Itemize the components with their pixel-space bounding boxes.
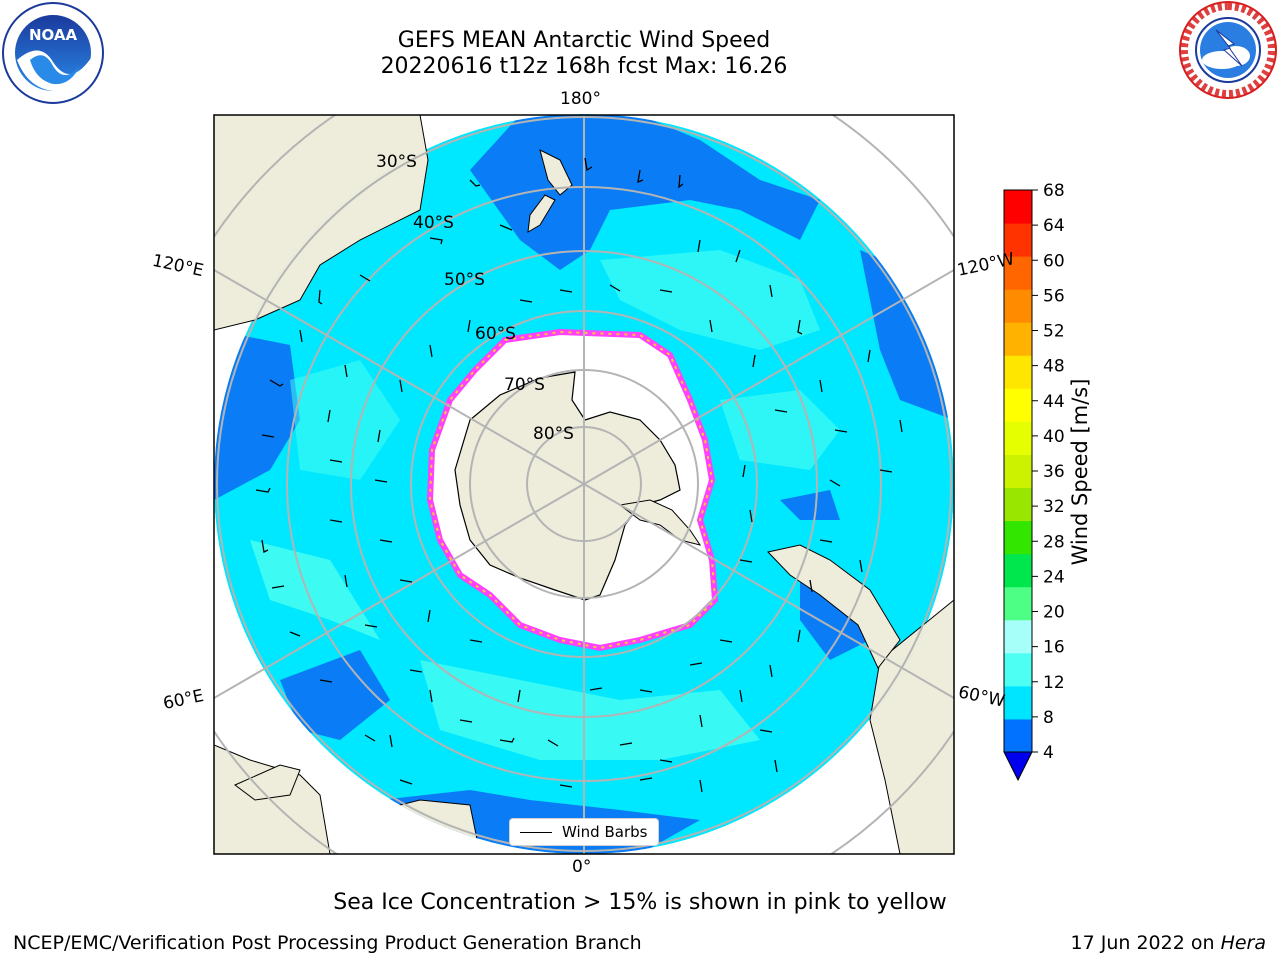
colorbar-tick-label: 4: [1043, 743, 1054, 763]
lon-label-0: 0°: [572, 857, 592, 877]
colorbar-segment: [1004, 256, 1032, 290]
colorbar-title: Wind Speed [m/s]: [1068, 378, 1092, 566]
svg-text:NOAA: NOAA: [29, 26, 78, 44]
legend-label: Wind Barbs: [562, 823, 648, 841]
colorbar-tick-label: 48: [1043, 357, 1065, 377]
colorbar-tick-label: 52: [1043, 322, 1065, 342]
lat-label-40s: 40°S: [413, 213, 454, 233]
footer-machine: Hera: [1220, 932, 1266, 954]
colorbar-tick-label: 36: [1043, 462, 1065, 482]
lat-label-60s: 60°S: [475, 324, 516, 344]
colorbar-tick-label: 40: [1043, 427, 1065, 447]
colorbar-segment: [1004, 223, 1032, 257]
lon-label-180: 180°: [560, 89, 601, 109]
colorbar-segment: [1004, 487, 1032, 522]
footer-date-text: 17 Jun 2022 on: [1070, 932, 1221, 954]
legend-line-icon: [520, 832, 552, 833]
colorbar-segment: [1004, 454, 1032, 489]
colorbar-tick-label: 68: [1043, 181, 1065, 201]
colorbar-segment: [1004, 586, 1032, 621]
colorbar-segment: [1004, 421, 1032, 455]
colorbar-segment: [1004, 322, 1032, 356]
colorbar-tick-label: 24: [1043, 567, 1065, 587]
colorbar-tick-label: 32: [1043, 497, 1065, 517]
map-legend: Wind Barbs: [509, 818, 659, 846]
colorbar-segment: [1004, 520, 1032, 555]
noaa-logo-icon: NOAA: [2, 2, 104, 104]
colorbar-tick-label: 20: [1043, 603, 1065, 623]
lat-label-30s: 30°S: [376, 152, 417, 172]
colorbar-segment: [1004, 190, 1032, 224]
chart-subtitle: 20220616 t12z 168h fcst Max: 16.26: [380, 54, 788, 79]
lat-label-70s: 70°S: [504, 375, 545, 395]
lat-label-50s: 50°S: [444, 270, 485, 290]
colorbar-tick-label: 8: [1043, 708, 1054, 728]
colorbar-tick-label: 12: [1043, 673, 1065, 693]
colorbar-segment: [1004, 355, 1032, 389]
nws-logo-icon: [1179, 1, 1277, 99]
colorbar-tick-label: 16: [1043, 638, 1065, 658]
new-zealand-landmass: [527, 149, 573, 233]
colorbar-tick-label: 60: [1043, 251, 1065, 271]
colorbar-extend-triangle: [1003, 751, 1033, 782]
colorbar-segment: [1004, 289, 1032, 323]
wind-barbs: [255, 157, 903, 793]
colorbar-segment: [1004, 652, 1032, 687]
colorbar-tick-label: 28: [1043, 532, 1065, 552]
colorbar-tick-label: 64: [1043, 216, 1065, 236]
colorbar: 68 64 60 56 52 48 44 40 36 32 28 24 20 16 12 8 4: [1003, 181, 1065, 782]
colorbar-tick-label: 44: [1043, 392, 1065, 412]
colorbar-segment: [1004, 553, 1032, 588]
colorbar-segment: [1004, 685, 1032, 720]
footer-credit: NCEP/EMC/Verification Post Processing Pr…: [13, 932, 642, 954]
sea-ice-caption: Sea Ice Concentration > 15% is shown in …: [333, 890, 947, 915]
lat-label-80s: 80°S: [533, 424, 574, 444]
colorbar-segment: [1004, 619, 1032, 654]
colorbar-tick-label: 56: [1043, 286, 1065, 306]
footer-date: 17 Jun 2022 on Hera: [1071, 932, 1266, 954]
colorbar-segment: [1004, 718, 1032, 753]
madagascar-landmass: [234, 764, 301, 801]
colorbar-segment: [1004, 388, 1032, 422]
chart-title: GEFS MEAN Antarctic Wind Speed: [397, 28, 771, 53]
